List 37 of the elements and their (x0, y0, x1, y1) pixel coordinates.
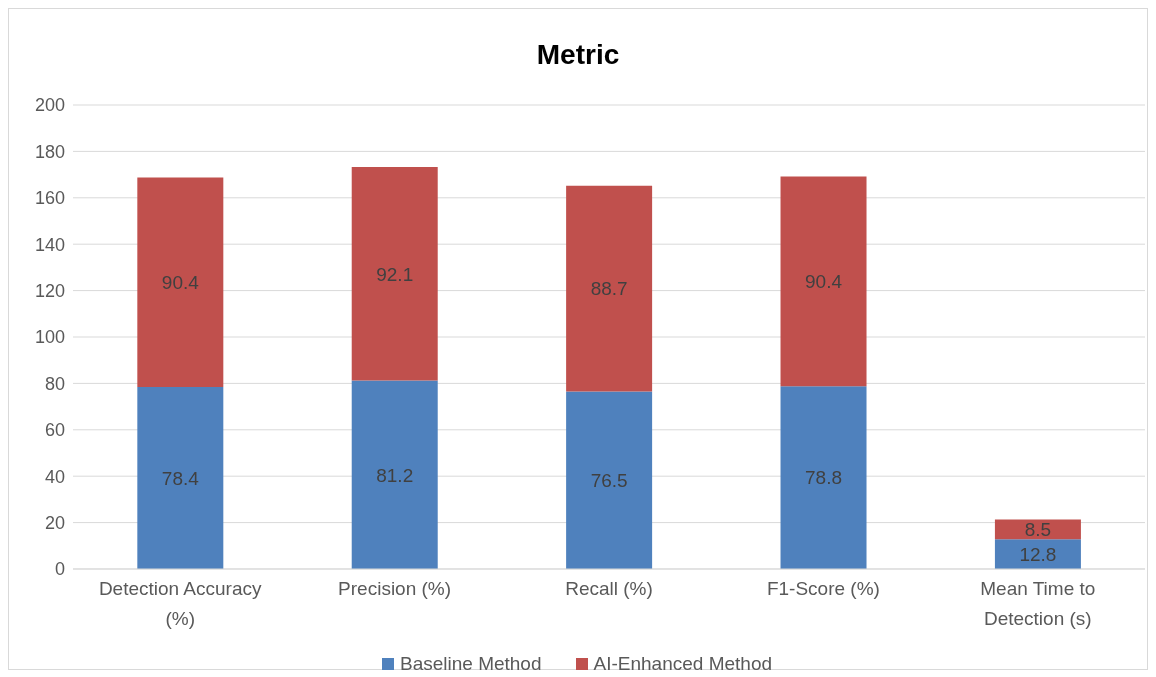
y-tick-label: 80 (44, 373, 65, 394)
x-tick-label: Recall (%) (565, 578, 653, 599)
chart-title: Metric (535, 38, 621, 72)
y-tick-label: 60 (44, 420, 65, 441)
data-label: 78.4 (161, 467, 200, 489)
bar (566, 391, 653, 569)
y-tick-label: 140 (34, 234, 65, 255)
data-label: 90.4 (805, 271, 843, 293)
data-label: 78.8 (805, 467, 843, 489)
bar (780, 386, 867, 569)
x-tick-label: Mean Time to Detection (s) (980, 578, 1096, 629)
y-tick-label: 120 (34, 280, 65, 301)
legend-label: AI-Enhanced Method (592, 653, 773, 675)
legend-label: Baseline Method (398, 653, 542, 675)
bar (780, 176, 867, 387)
bar (566, 185, 653, 392)
y-tick-label: 160 (34, 188, 65, 209)
y-tick-label: 0 (54, 559, 65, 580)
data-label: 88.7 (590, 278, 628, 300)
bar (351, 380, 438, 569)
data-label: 90.4 (161, 271, 200, 293)
data-label: 76.5 (590, 470, 628, 492)
data-label: 81.2 (376, 464, 414, 486)
data-label: 92.1 (376, 263, 414, 285)
data-label: 12.8 (1019, 543, 1057, 565)
y-tick-label: 200 (34, 95, 65, 116)
x-tick-label: Detection Accuracy (%) (98, 578, 263, 629)
x-tick-label: Precision (%) (338, 578, 452, 599)
y-tick-label: 20 (44, 512, 65, 533)
data-label: 8.5 (1024, 519, 1052, 541)
y-tick-label: 180 (34, 141, 65, 162)
bar (137, 387, 224, 569)
bar (351, 166, 438, 381)
y-tick-label: 40 (44, 466, 65, 487)
bar (137, 177, 224, 388)
x-tick-label: F1-Score (%) (766, 578, 880, 599)
y-tick-label: 100 (34, 327, 65, 348)
